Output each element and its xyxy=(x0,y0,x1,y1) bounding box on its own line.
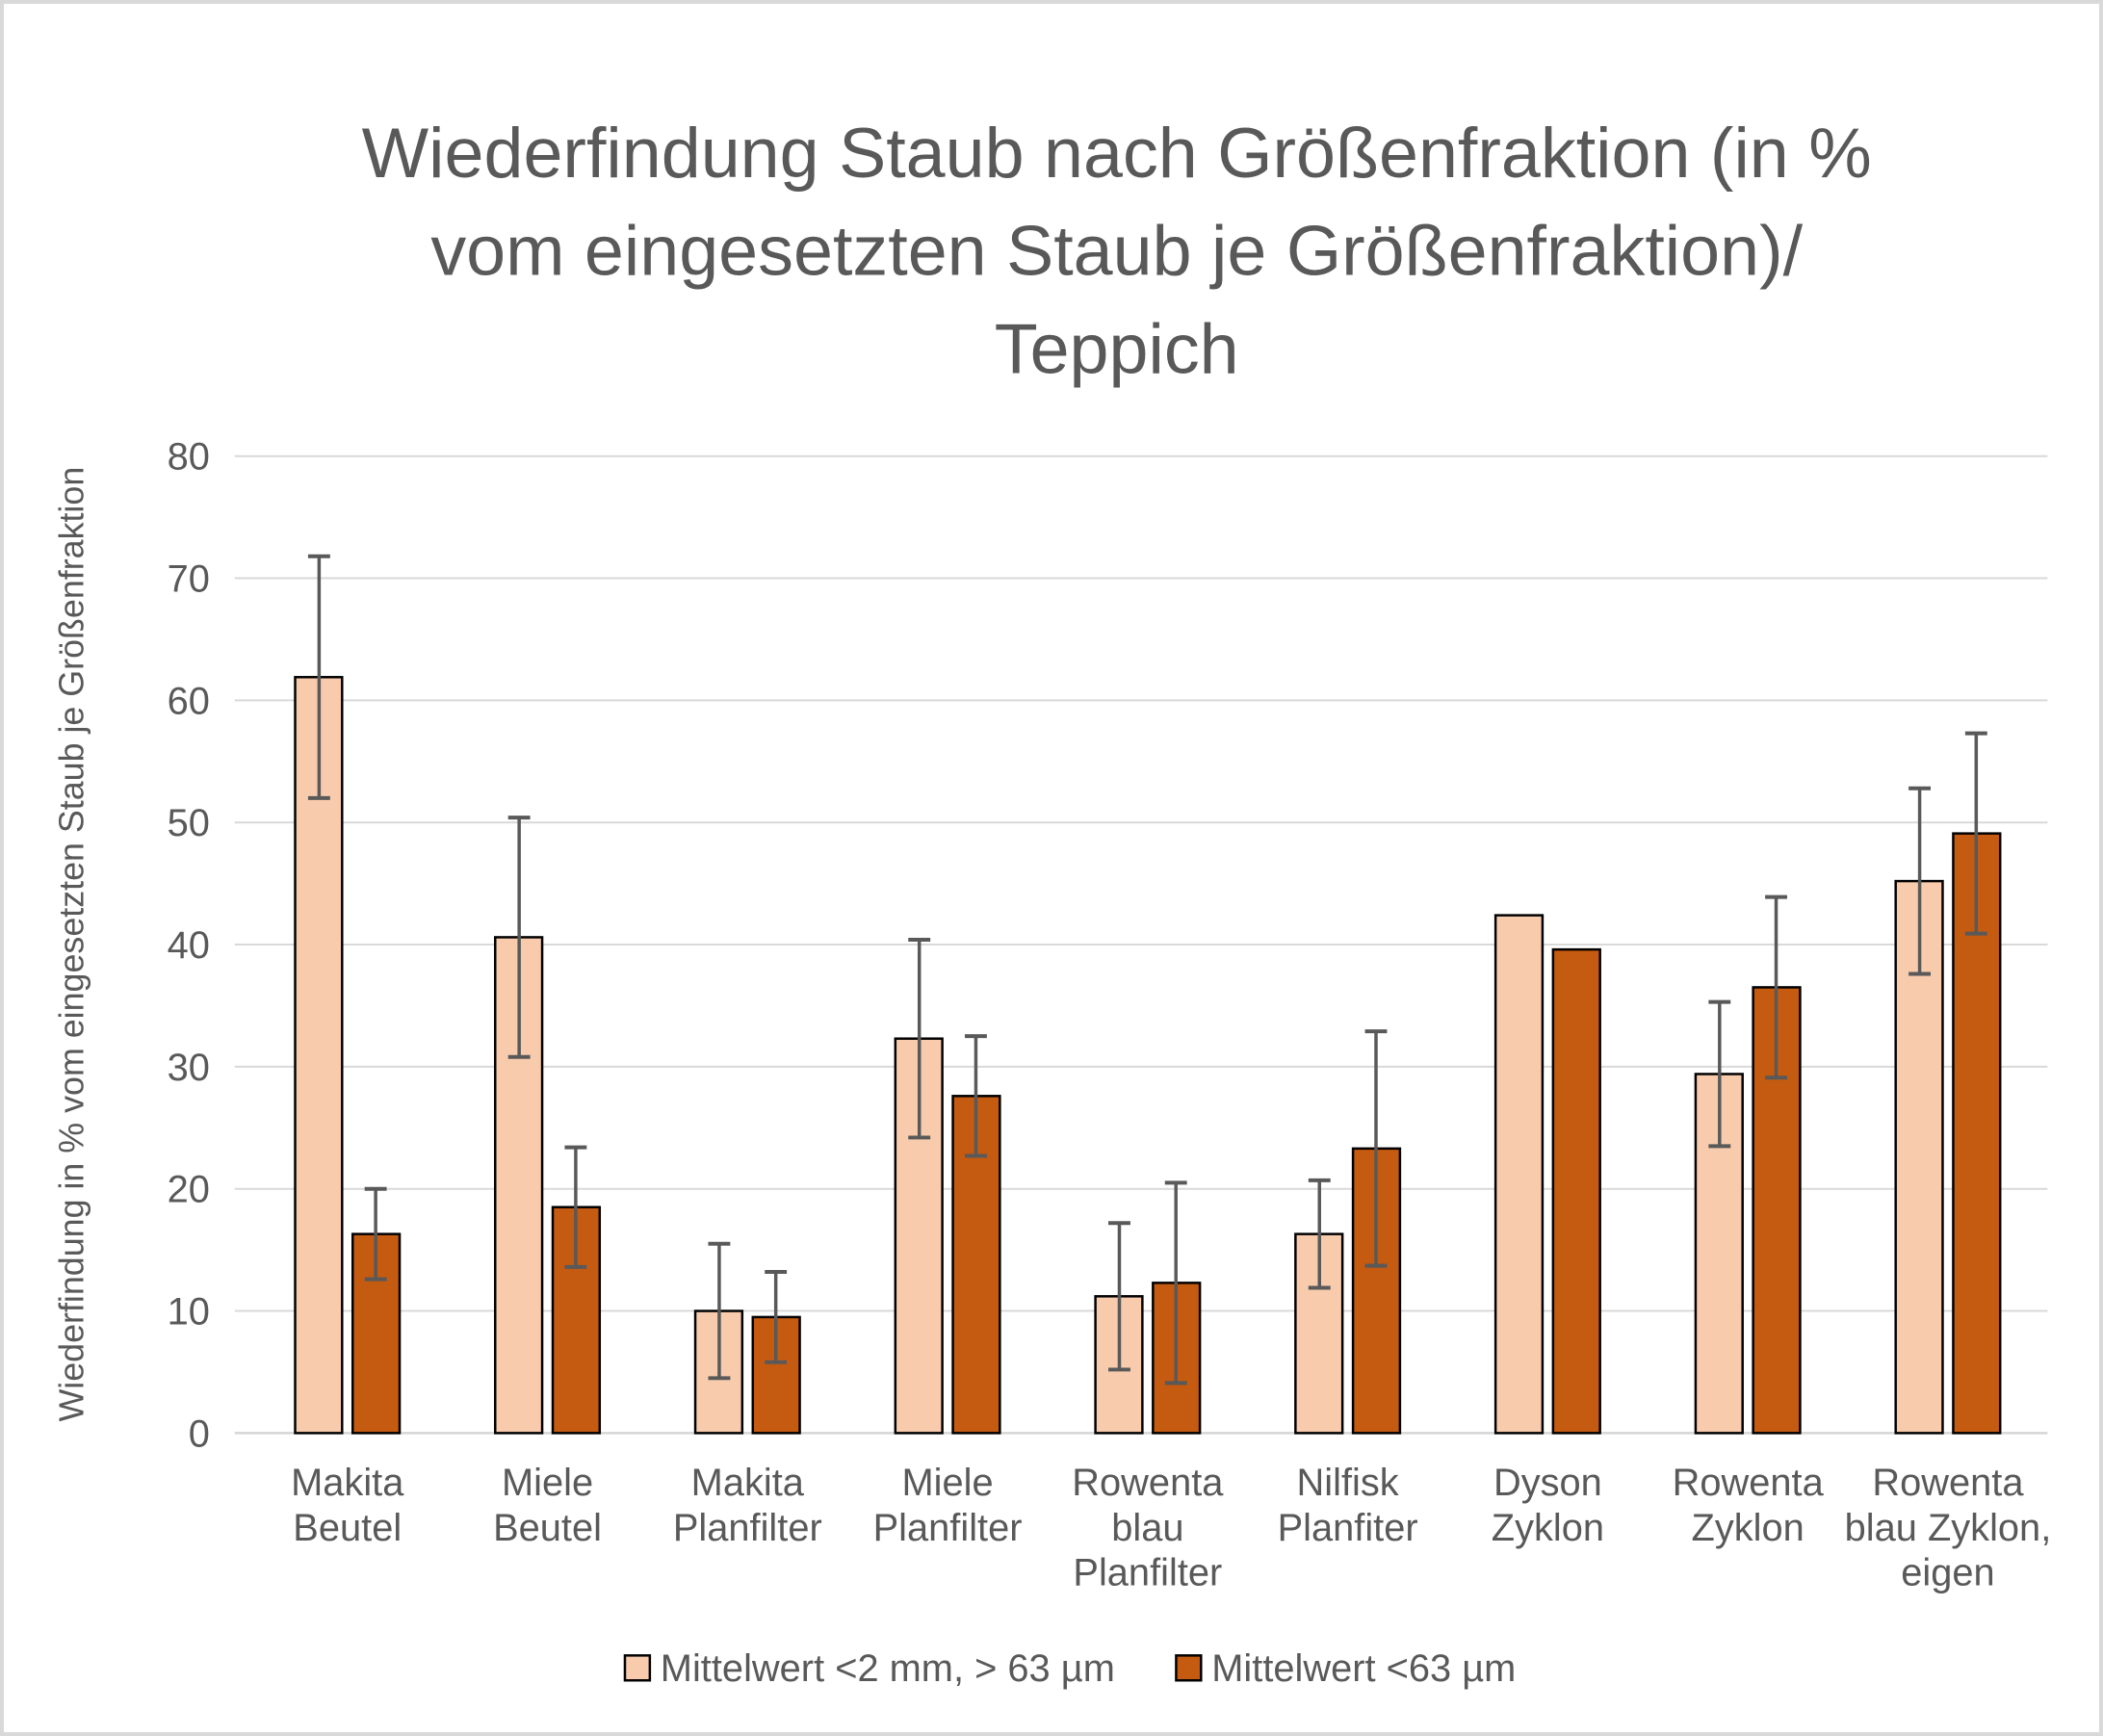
bar-chart: 01020304050607080MakitaBeutelMieleBeutel… xyxy=(52,113,2052,1690)
x-label-makita-planfilter-line2: Planfilter xyxy=(673,1507,822,1549)
x-label-rowenta-zyklon-line1: Rowenta xyxy=(1673,1462,1825,1504)
y-tick-60: 60 xyxy=(168,680,210,722)
y-tick-50: 50 xyxy=(168,802,210,844)
x-label-makita-planfilter-line1: Makita xyxy=(691,1462,805,1504)
y-tick-0: 0 xyxy=(189,1412,210,1455)
legend-label-dark: Mittelwert <63 µm xyxy=(1211,1647,1516,1690)
x-label-miele-beutel-line1: Miele xyxy=(502,1462,593,1504)
legend-swatch-light xyxy=(623,1654,652,1682)
y-tick-80: 80 xyxy=(168,436,210,479)
bar-dyson-zyklon-dark xyxy=(1551,947,1601,1435)
x-label-dyson-zyklon-line1: Dyson xyxy=(1493,1462,1602,1504)
x-label-dyson-zyklon-line2: Zyklon xyxy=(1492,1507,1604,1549)
x-label-rowenta-blau-planfilter-line2: blau xyxy=(1111,1507,1183,1549)
x-label-makita-beutel-line1: Makita xyxy=(291,1462,404,1504)
chart-title-line1: Wiederfindung Staub nach Größenfraktion … xyxy=(362,113,1872,193)
y-axis-title: Wiederfindung in % vom eingesetzten Stau… xyxy=(52,467,91,1422)
legend-swatch-dark xyxy=(1175,1654,1203,1682)
y-tick-10: 10 xyxy=(168,1290,210,1333)
chart-title-line2: vom eingesetzten Staub je Größenfraktion… xyxy=(430,211,1803,291)
chart-container: 0 10 20 30 40 50 60 70 80 Makita Beutel Miele Beutel… xyxy=(4,4,2099,1732)
y-tick-70: 70 xyxy=(168,557,210,600)
x-label-rowenta-blau-zyklon-eigen-line3: eigen xyxy=(1901,1552,1994,1594)
y-tick-40: 40 xyxy=(168,924,210,967)
x-label-rowenta-blau-zyklon-eigen-line2: blau Zyklon, xyxy=(1845,1507,2052,1549)
x-label-rowenta-blau-zyklon-eigen-line1: Rowenta xyxy=(1872,1462,2024,1504)
x-label-nilfisk-planfiter-line1: Nilfisk xyxy=(1297,1462,1399,1504)
x-label-rowenta-blau-planfilter-line3: Planfilter xyxy=(1073,1552,1222,1594)
x-label-makita-beutel-line2: Beutel xyxy=(293,1507,402,1549)
y-tick-20: 20 xyxy=(168,1169,210,1211)
x-label-rowenta-blau-planfilter-line1: Rowenta xyxy=(1072,1462,1224,1504)
y-tick-30: 30 xyxy=(168,1047,210,1089)
x-label-miele-beutel-line2: Beutel xyxy=(493,1507,602,1549)
legend-label-light: Mittelwert <2 mm, > 63 µm xyxy=(661,1647,1115,1690)
x-label-miele-planfilter-line1: Miele xyxy=(902,1462,994,1504)
bar-dyson-zyklon-light xyxy=(1493,914,1545,1435)
chart-title-line3: Teppich xyxy=(995,308,1239,388)
x-label-nilfisk-planfiter-line2: Planfiter xyxy=(1278,1507,1418,1549)
x-label-miele-planfilter-line2: Planfilter xyxy=(873,1507,1023,1549)
x-label-rowenta-zyklon-line2: Zyklon xyxy=(1692,1507,1804,1549)
